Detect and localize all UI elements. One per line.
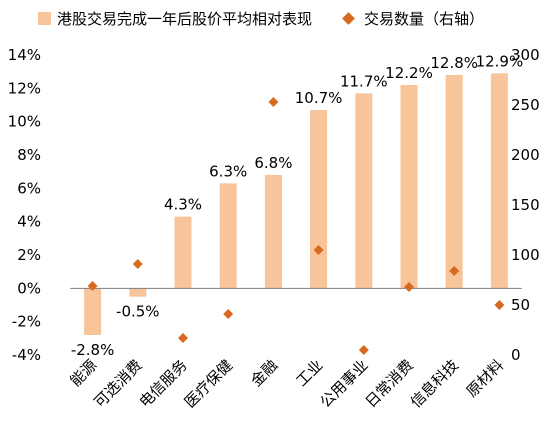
legend-bar-label: 港股交易完成一年后股价平均相对表现 bbox=[57, 10, 312, 28]
bar-series bbox=[84, 73, 508, 335]
scatter-point bbox=[223, 309, 234, 319]
category-label: 电信服务 bbox=[136, 356, 191, 411]
bar bbox=[84, 288, 102, 335]
scatter-series bbox=[87, 97, 505, 355]
left-tick-label: -4% bbox=[12, 346, 41, 364]
category-label: 公用事业 bbox=[316, 356, 371, 411]
category-label: 金融 bbox=[247, 356, 281, 390]
category-label: 原材料 bbox=[463, 356, 508, 401]
bar-data-label: 12.8% bbox=[430, 54, 478, 72]
bar-data-label: 10.7% bbox=[295, 89, 343, 107]
scatter-point bbox=[494, 300, 505, 310]
bar-data-label: 12.2% bbox=[385, 64, 433, 82]
bar bbox=[310, 110, 328, 289]
left-tick-label: 12% bbox=[8, 79, 41, 97]
bar bbox=[445, 75, 463, 289]
category-label: 信息科技 bbox=[407, 356, 462, 411]
bar bbox=[264, 175, 282, 289]
left-tick-label: 4% bbox=[17, 213, 41, 231]
right-axis: 0 50 100 150 200 250 300 bbox=[511, 46, 540, 364]
legend-bar-swatch bbox=[38, 12, 51, 25]
left-axis: -4% -2% 0% 2% 4% 6% 8% 10% 12% 14% bbox=[8, 46, 41, 364]
category-label: 工业 bbox=[292, 356, 326, 390]
category-label: 日常消费 bbox=[362, 356, 417, 411]
bar-data-label: 12.9% bbox=[476, 52, 524, 70]
bar bbox=[490, 73, 508, 289]
bar-data-label: 6.8% bbox=[254, 154, 292, 172]
left-tick-label: 0% bbox=[17, 279, 41, 297]
right-tick-label: 50 bbox=[511, 296, 530, 314]
bar-data-label: 4.3% bbox=[164, 196, 202, 214]
right-tick-label: 300 bbox=[511, 46, 540, 64]
bar bbox=[129, 288, 147, 297]
right-tick-label: 200 bbox=[511, 146, 540, 164]
scatter-point bbox=[313, 245, 324, 255]
category-label: 医疗保健 bbox=[181, 356, 236, 411]
left-tick-label: 8% bbox=[17, 146, 41, 164]
bar-data-label: 6.3% bbox=[209, 162, 247, 180]
left-tick-label: 6% bbox=[17, 179, 41, 197]
right-tick-label: 100 bbox=[511, 246, 540, 264]
scatter-point bbox=[404, 282, 414, 292]
bar-data-label: -2.8% bbox=[71, 341, 115, 359]
scatter-point bbox=[449, 266, 460, 276]
bar bbox=[174, 216, 192, 289]
legend-scatter-swatch bbox=[342, 12, 355, 25]
category-label: 能源 bbox=[66, 356, 100, 390]
bar-data-label: 11.7% bbox=[340, 72, 388, 90]
left-tick-label: 2% bbox=[17, 246, 41, 264]
legend-scatter-label: 交易数量（右轴） bbox=[364, 10, 484, 28]
scatter-point bbox=[132, 259, 143, 269]
category-label: 可选消费 bbox=[90, 356, 145, 411]
bar-data-label: -0.5% bbox=[116, 303, 160, 321]
legend: 港股交易完成一年后股价平均相对表现 交易数量（右轴） bbox=[38, 10, 484, 28]
left-tick-label: 14% bbox=[8, 46, 41, 64]
left-tick-label: 10% bbox=[8, 113, 41, 131]
left-tick-label: -2% bbox=[12, 313, 41, 331]
scatter-point bbox=[178, 333, 188, 343]
right-tick-label: 0 bbox=[511, 346, 521, 364]
bar bbox=[400, 85, 418, 289]
bar bbox=[355, 93, 373, 289]
bar bbox=[219, 183, 237, 289]
scatter-point bbox=[268, 97, 279, 107]
right-tick-label: 150 bbox=[511, 196, 540, 214]
bar-data-labels: -2.8%-0.5%4.3%6.3% 6.8%10.7%11.7%12.2%12.… bbox=[71, 52, 523, 359]
scatter-point bbox=[358, 345, 369, 355]
right-tick-label: 250 bbox=[511, 96, 540, 114]
